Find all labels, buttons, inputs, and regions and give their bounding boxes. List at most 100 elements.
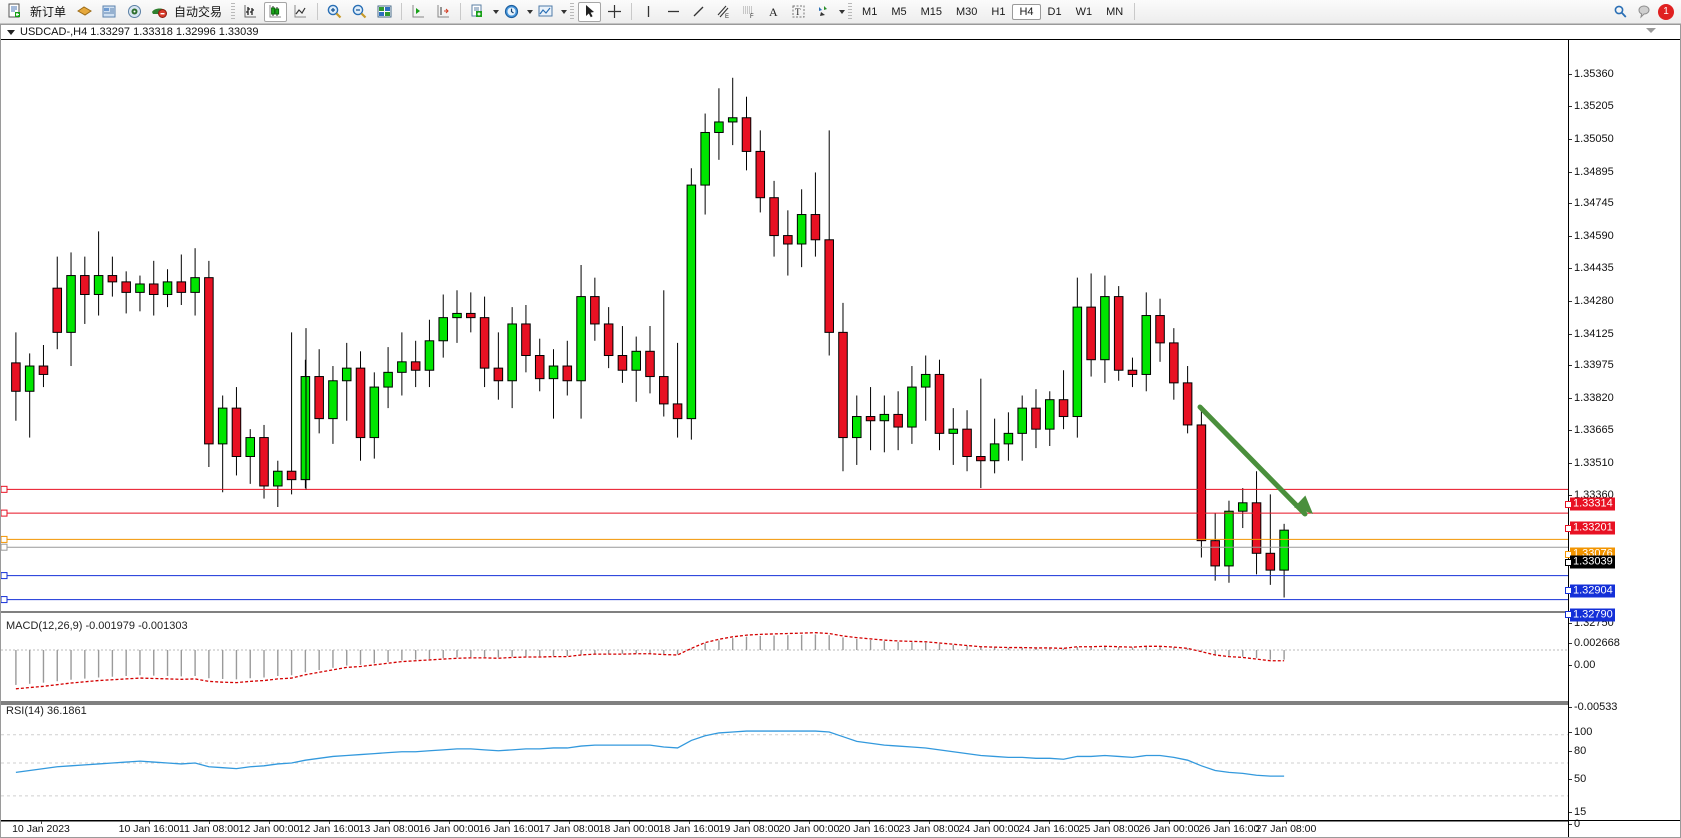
arrows-icon[interactable]: [812, 2, 835, 22]
zoom-out-icon[interactable]: [348, 2, 371, 22]
price-axis-tick: 1.35205: [1569, 100, 1614, 113]
new-chart-dropdown-caret[interactable]: [493, 9, 500, 14]
time-axis-tickmark: [41, 821, 42, 824]
line-chart-icon[interactable]: [289, 2, 312, 22]
time-axis-tickmark: [689, 821, 690, 824]
timeframe-d1[interactable]: D1: [1047, 5, 1062, 18]
toolbar-grip-1[interactable]: [231, 3, 236, 20]
time-axis-tick: 16 Jan 00:00: [418, 823, 480, 835]
timeframe-h4[interactable]: H4: [1012, 3, 1041, 20]
time-axis-tick: 11 Jan 08:00: [179, 823, 239, 835]
time-axis-tick: 10 Jan 16:00: [118, 823, 180, 835]
time-axis-tick: 18 Jan 00:00: [598, 823, 660, 835]
price-axis-tick: 1.34745: [1569, 197, 1614, 210]
candlestick-chart-icon[interactable]: [264, 1, 288, 22]
text-icon[interactable]: A: [762, 2, 785, 22]
time-axis-tickmark: [329, 821, 330, 824]
price-level-label[interactable]: 1.32790: [1565, 608, 1615, 622]
price-level-handle[interactable]: [1565, 558, 1572, 566]
time-axis-tick: 25 Jan 08:00: [1078, 823, 1140, 835]
chart-shift-icon[interactable]: [407, 2, 430, 22]
period-clock-icon[interactable]: [500, 2, 523, 22]
time-axis-tick: 20 Jan 16:00: [838, 823, 900, 835]
time-axis-tick: 10 Jan 2023: [12, 823, 70, 835]
search-icon[interactable]: [1609, 2, 1632, 22]
toolbar-separator-2: [401, 3, 403, 20]
timeframe-m30[interactable]: M30: [956, 5, 978, 18]
time-axis-tickmark: [1169, 821, 1170, 824]
bar-chart-icon[interactable]: [239, 2, 262, 22]
price-axis-tick: 1.33665: [1569, 424, 1614, 437]
cursor-icon[interactable]: [578, 1, 602, 22]
time-axis-tick: 20 Jan 00:00: [778, 823, 840, 835]
price-level-handle[interactable]: [1565, 587, 1572, 595]
timeframe-m15[interactable]: M15: [920, 5, 942, 18]
crosshair-icon[interactable]: [603, 2, 626, 22]
time-axis[interactable]: 10 Jan 2023 10 Jan 16:00 11 Jan 08:00 12 Ja…: [1, 820, 1680, 837]
chart-tile-icon[interactable]: [373, 2, 396, 22]
symbols-icon[interactable]: [73, 2, 96, 22]
time-axis-tickmark: [209, 821, 210, 824]
svg-text:E: E: [725, 14, 729, 20]
timeframe-m1[interactable]: M1: [862, 5, 878, 18]
notifications-icon[interactable]: [1634, 2, 1657, 22]
toolbar-separator-4: [631, 3, 633, 20]
time-axis-tickmark: [269, 821, 270, 824]
price-level-label[interactable]: 1.33201: [1565, 521, 1615, 535]
price-level-label[interactable]: 1.32904: [1565, 584, 1615, 598]
chart-header: USDCAD-,H4 1.33297 1.33318 1.32996 1.330…: [1, 25, 1680, 40]
time-axis-tickmark: [449, 821, 450, 824]
price-level-handle[interactable]: [1565, 550, 1572, 558]
svg-text:F: F: [750, 14, 754, 20]
price-level-label[interactable]: 1.33039: [1565, 555, 1615, 569]
time-axis-tick: 12 Jan 00:00: [238, 823, 300, 835]
time-axis-tickmark: [629, 821, 630, 824]
timeframe-mn[interactable]: MN: [1106, 5, 1124, 18]
autotrading-icon[interactable]: [148, 2, 171, 22]
fibonacci-icon[interactable]: F: [737, 2, 760, 22]
chart-canvas[interactable]: [1, 40, 1568, 837]
time-axis-tickmark: [989, 821, 990, 824]
price-level-handle[interactable]: [1565, 611, 1572, 619]
data-window-icon[interactable]: [98, 2, 121, 22]
templates-dropdown-caret[interactable]: [561, 9, 568, 14]
toolbar-grip-2[interactable]: [570, 3, 575, 20]
time-axis-tick: 26 Jan 00:00: [1138, 823, 1200, 835]
price-axis-tick: 1.33975: [1569, 359, 1614, 372]
horizontal-line-icon[interactable]: [662, 2, 685, 22]
toolbar-separator-1: [317, 3, 319, 20]
trendline-icon[interactable]: [687, 2, 710, 22]
vertical-line-icon[interactable]: [637, 2, 660, 22]
text-label-icon[interactable]: T: [787, 2, 810, 22]
chart-menu-triangle-icon[interactable]: [7, 29, 15, 35]
price-axis[interactable]: 1.35360 1.35205 1.35050 1.34895 1.34745 1.345…: [1565, 40, 1680, 837]
new-chart-icon[interactable]: [466, 2, 489, 22]
price-level-handle[interactable]: [1565, 500, 1572, 508]
time-axis-tick: 18 Jan 16:00: [658, 823, 720, 835]
notification-badge: 1: [1658, 3, 1674, 20]
price-level-handle[interactable]: [1565, 524, 1572, 532]
time-axis-tickmark: [749, 821, 750, 824]
navigator-icon[interactable]: [123, 2, 146, 22]
zoom-in-icon[interactable]: [323, 2, 346, 22]
price-axis-tick: 1.33360: [1569, 488, 1614, 501]
time-axis-tickmark: [389, 821, 390, 824]
timeframe-h1[interactable]: H1: [991, 5, 1006, 18]
time-axis-tickmark: [809, 821, 810, 824]
auto-scroll-icon[interactable]: [432, 2, 455, 22]
indicator-axis-tick: 50: [1568, 773, 1587, 785]
chart-restore-icon[interactable]: [1646, 28, 1656, 33]
price-level-label[interactable]: 1.33314: [1565, 497, 1615, 511]
timeframe-m5[interactable]: M5: [891, 5, 907, 18]
time-axis-tickmark: [1109, 821, 1110, 824]
toolbar-grip-3[interactable]: [848, 3, 853, 20]
timeframe-w1[interactable]: W1: [1075, 5, 1093, 18]
equidistant-channel-icon[interactable]: E: [712, 2, 735, 22]
time-axis-tickmark: [929, 821, 930, 824]
period-dropdown-caret[interactable]: [527, 9, 534, 14]
templates-icon[interactable]: [534, 2, 557, 22]
price-axis-tick: 1.34590: [1569, 229, 1614, 242]
new-order-button[interactable]: [4, 2, 27, 22]
arrows-dropdown-caret[interactable]: [839, 9, 846, 14]
